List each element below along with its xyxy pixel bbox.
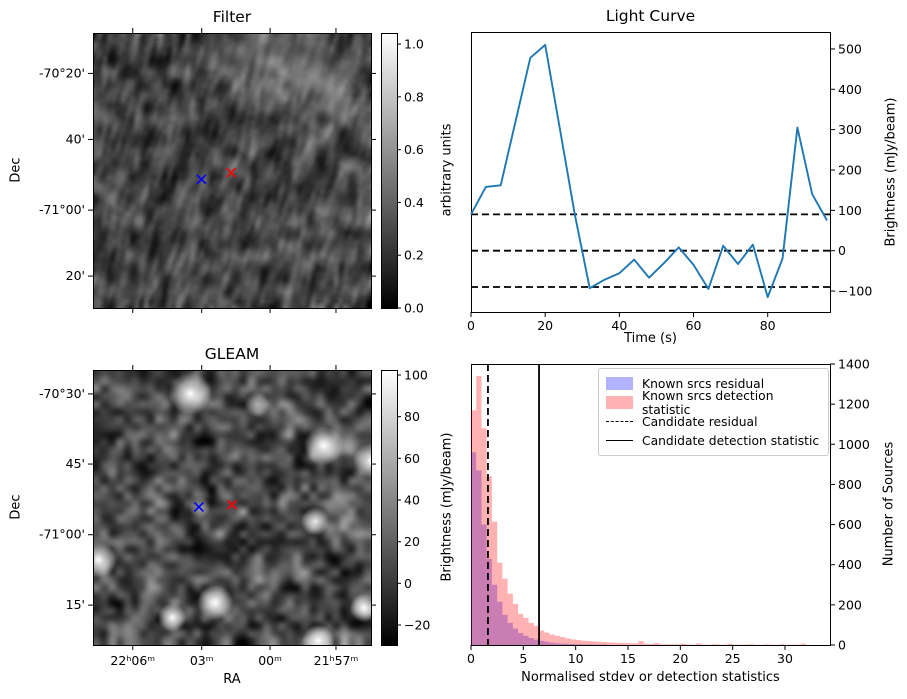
tick-label: 20 [404,534,420,549]
number-of-sources-axis-label: Number of Sources [881,441,897,567]
brightness-axis-label: Brightness (mJy/beam) [883,97,899,247]
tick-label: 0 [404,576,412,591]
time-axis-label: Time (s) [624,331,677,346]
tick-label: 0.8 [404,89,424,104]
tick-label: 1000 [838,437,870,452]
tick-label: 100 [404,368,428,383]
ra-axis-label: RA [223,672,241,687]
tick-label: -71°00' [39,202,85,217]
legend-item-known-detection: Known srcs detection statistic [606,389,821,417]
gleam-colorbar [381,370,397,645]
histogram-x-axis-label: Normalised stdev or detection statistics [521,670,780,685]
legend-label: Known srcs detection statistic [642,388,774,417]
tick-label: 0 [467,651,475,666]
histogram-legend: Known srcs residual Known srcs detection… [598,368,829,456]
legend-swatch-solid-line [606,440,633,441]
histogram-series-0 [471,452,608,645]
tick-label: 40 [404,493,420,508]
tick-label: 5 [519,651,527,666]
tick-label: 45' [66,456,85,471]
tick-label: 15 [620,651,636,666]
tick-label: 10 [568,651,584,666]
gleam-colorbar-label: Brightness (mJy/beam) [439,432,455,582]
tick-label: 25 [725,651,741,666]
tick-label: -70°20' [39,65,85,80]
tick-label: 400 [838,557,862,572]
tick-label: 500 [838,41,862,56]
tick-label: 0.6 [404,142,424,157]
filter-title: Filter [212,8,252,26]
gleam-title: GLEAM [204,345,260,363]
legend-label: Candidate detection statistic [642,433,820,448]
tick-label: 200 [838,162,862,177]
tick-label: -70°30' [39,386,85,401]
light-curve-line [470,43,828,299]
tick-label: 1400 [838,357,870,372]
filter-dec-axis-label: Dec [8,157,24,183]
tick-label: 0 [838,638,846,653]
tick-label: 15' [66,597,85,612]
tick-label: 20 [672,651,688,666]
tick-label: 20' [66,268,85,283]
tick-label: −100 [838,284,872,299]
tick-label: 80 [404,409,420,424]
tick-label: 600 [838,517,862,532]
gleam-dec-axis-label: Dec [8,494,24,520]
light-curve-title: Light Curve [605,7,696,25]
tick-label: −20 [404,618,430,633]
tick-label: 03ᵐ [190,653,214,668]
filter-sky-image [93,33,371,308]
tick-label: 0.2 [404,248,424,263]
gleam-sky-image [93,370,371,645]
tick-label: 00ᵐ [258,653,282,668]
tick-label: 0.0 [404,301,424,316]
tick-label: 400 [838,82,862,97]
legend-label: Candidate residual [642,414,758,429]
tick-label: 800 [838,477,862,492]
tick-label: 1200 [838,397,870,412]
tick-label: 21ʰ57ᵐ [314,653,359,668]
legend-swatch-pink-patch [606,396,633,409]
tick-label: 22ʰ06ᵐ [110,653,155,668]
tick-label: 100 [838,203,862,218]
tick-label: -71°00' [39,527,85,542]
tick-label: 200 [838,597,862,612]
tick-label: 40' [66,131,85,146]
tick-label: 300 [838,122,862,137]
tick-label: 1.0 [404,37,424,52]
tick-label: 0 [838,243,846,258]
legend-swatch-dashed-line [606,421,633,422]
filter-colorbar [381,33,397,308]
tick-label: 30 [777,651,793,666]
legend-item-candidate-detection: Candidate detection statistic [606,431,821,450]
tick-label: 0.4 [404,195,424,210]
tick-label: 60 [404,451,420,466]
filter-colorbar-label: arbitrary units [439,123,455,217]
legend-swatch-blue-patch [606,377,633,390]
